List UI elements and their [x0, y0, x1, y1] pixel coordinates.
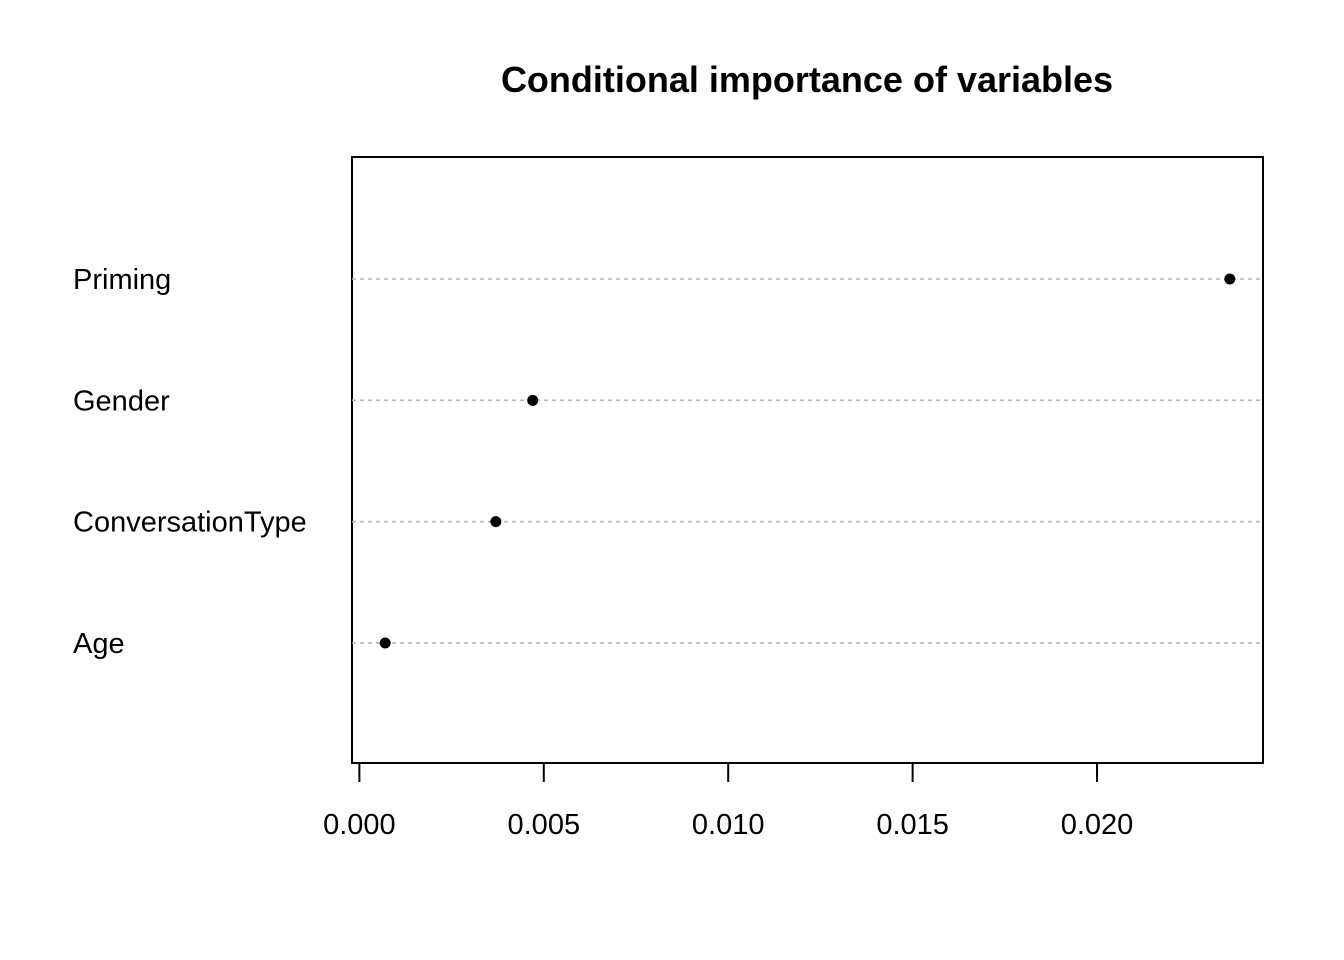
- x-tick-label: 0.000: [323, 809, 396, 841]
- category-label-priming: Priming: [73, 264, 171, 296]
- category-labels: Age ConversationType Gender Priming: [73, 264, 307, 660]
- point-gender: [527, 394, 539, 406]
- point-priming: [1224, 273, 1236, 285]
- category-label-age: Age: [73, 628, 125, 660]
- category-label-gender: Gender: [73, 385, 170, 417]
- x-tick-label: 0.015: [876, 809, 949, 841]
- chart-title: Conditional importance of variables: [501, 59, 1113, 100]
- point-age: [379, 637, 391, 649]
- point-conversationtype: [490, 516, 502, 528]
- data-points: [379, 273, 1236, 649]
- x-tick-label: 0.020: [1061, 809, 1134, 841]
- x-tick-label: 0.005: [508, 809, 581, 841]
- guide-lines: [352, 278, 1263, 644]
- category-label-conversationtype: ConversationType: [73, 507, 307, 539]
- x-tick-label: 0.010: [692, 809, 765, 841]
- x-axis: 0.000 0.005 0.010 0.015 0.020: [323, 762, 1134, 841]
- plot-frame: [351, 156, 1264, 764]
